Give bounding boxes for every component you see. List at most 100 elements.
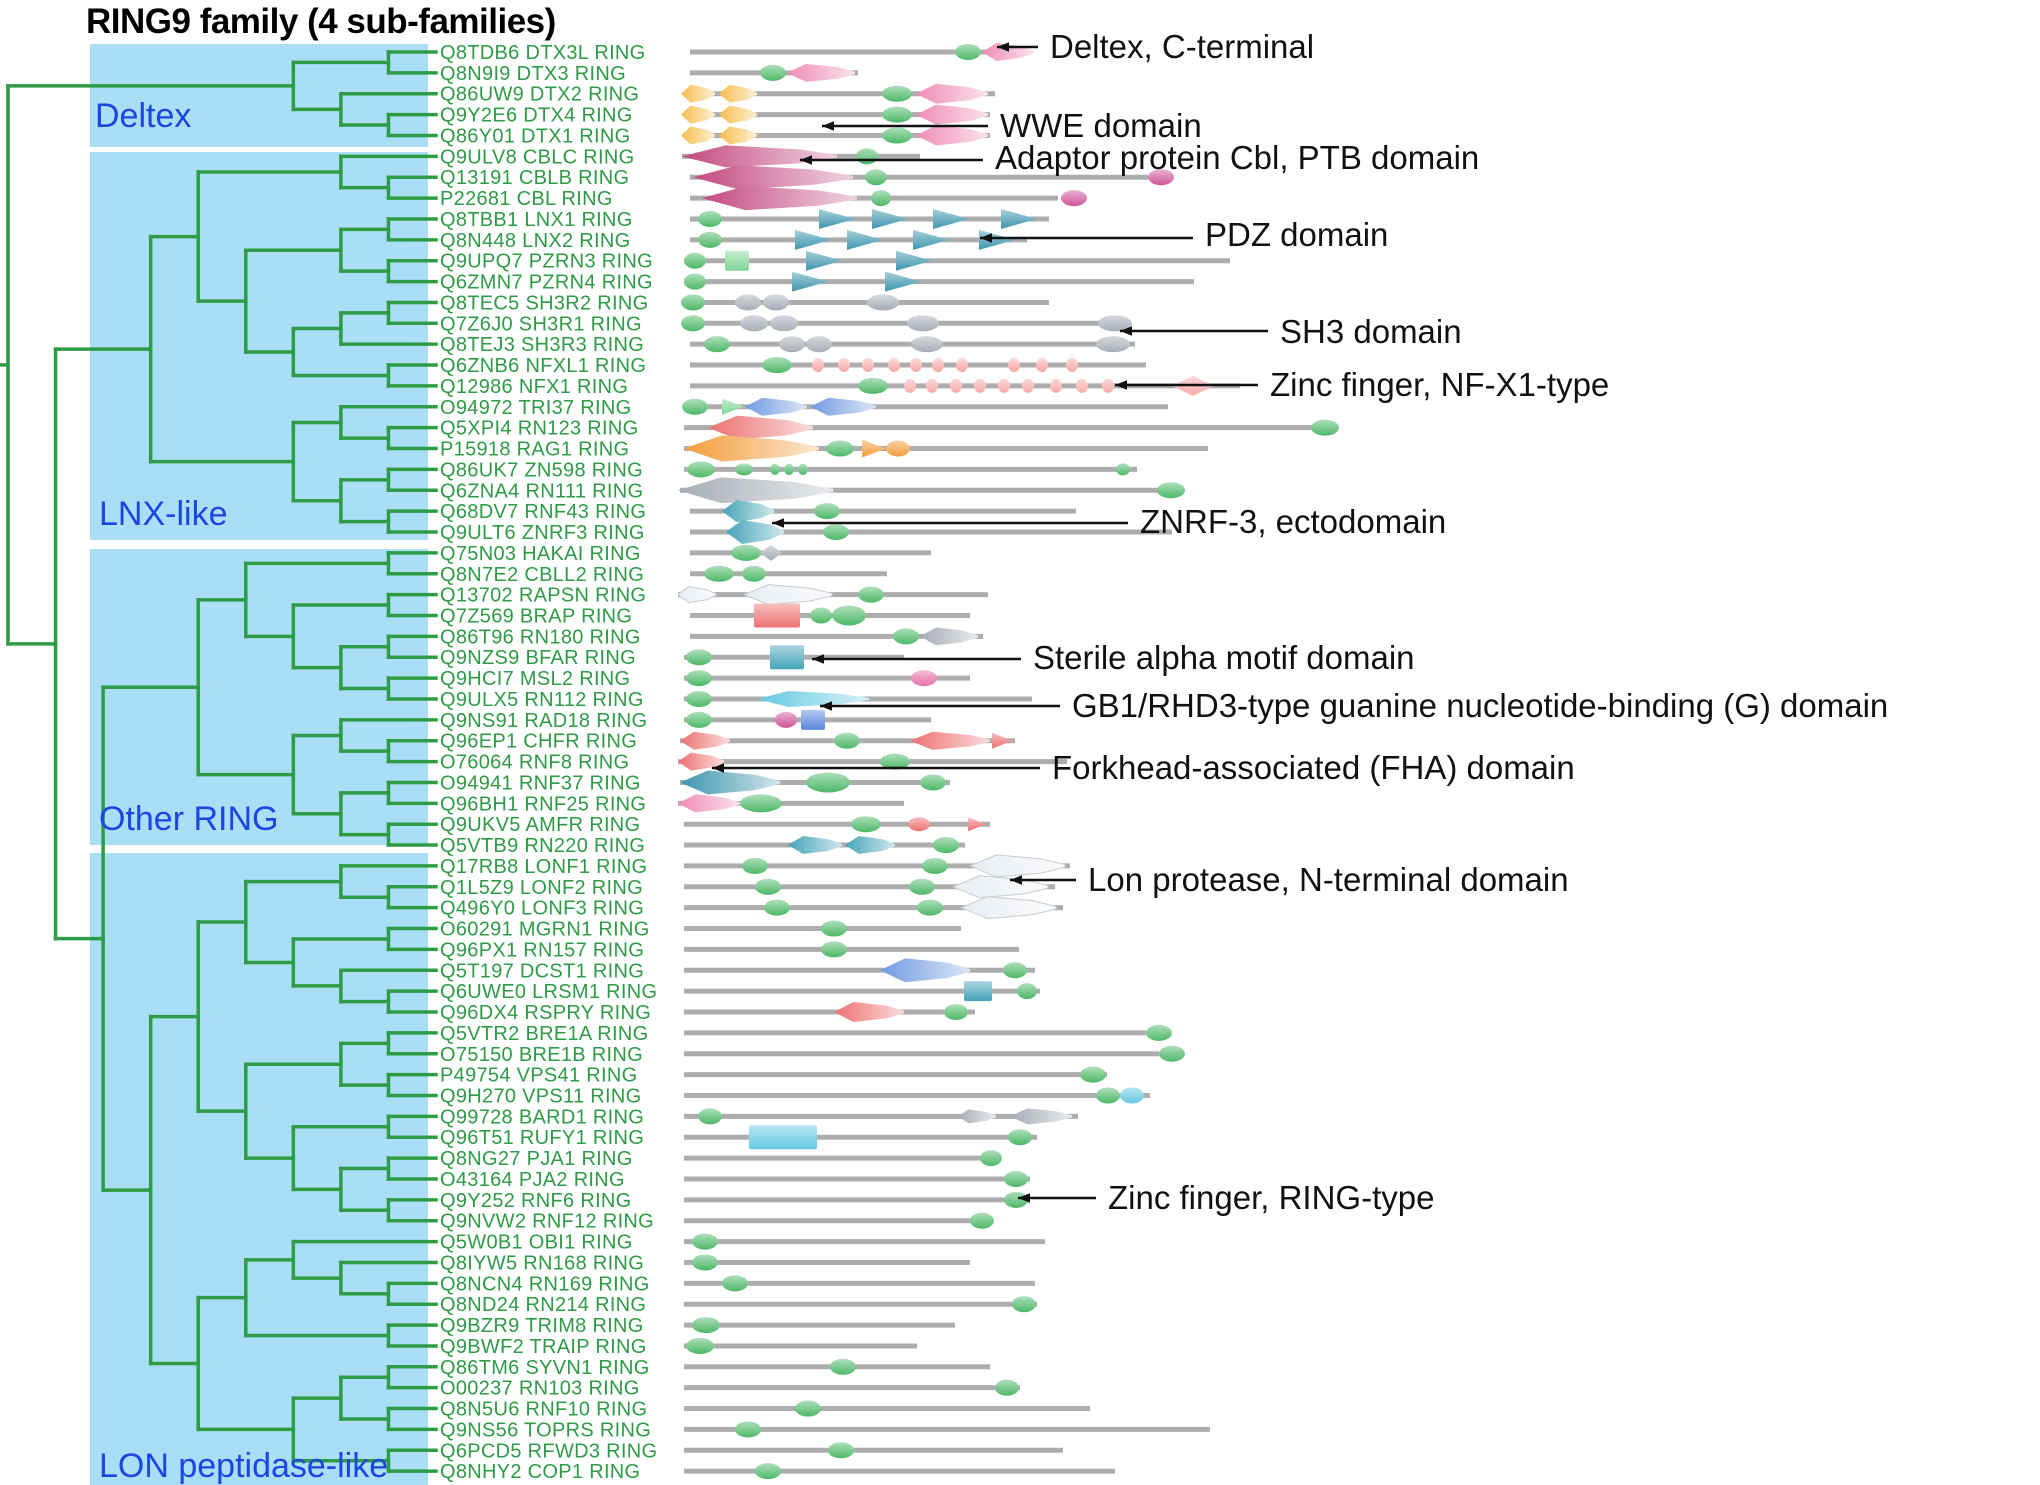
domain-oval [1012,1296,1036,1313]
family-labels: Deltex LNX-like Other RING LON peptidase-li… [95,97,388,1485]
protein-row: Q8N448 LNX2 RING [440,229,1027,252]
protein-label: Q68DV7 RNF43 RING [440,501,646,523]
domain-spindle [742,584,833,606]
protein-row: Q9BWF2 TRAIP RING [440,1336,917,1358]
domain-spindle [959,896,1057,920]
protein-row: Q9ULX5 RN112 RING [440,689,1032,711]
protein-label: Q5VTB9 RN220 RING [440,835,645,857]
protein-row: Q8N5U6 RNF10 RING [440,1399,1090,1421]
domain-spindle [678,794,740,813]
domain-oval [838,358,850,373]
domain-spindle [757,690,869,707]
domain-oval [812,358,824,373]
protein-row: Q13702 RAPSN RING [440,584,988,607]
domain-spindle [916,83,988,104]
domain-oval [851,816,881,833]
domain-oval [821,941,847,958]
domain-tri [722,398,744,415]
domain-oval [865,169,887,186]
domain-tri [913,229,949,250]
family-label-deltex: Deltex [95,97,191,135]
annotation: Sterile alpha motif domain [812,639,1415,676]
domain-oval [684,273,706,290]
protein-row: Q6UWE0 LRSM1 RING [440,981,1040,1003]
protein-row: O60291 MGRN1 RING [440,919,961,941]
domain-diamond [760,544,782,561]
domain-oval [682,398,708,415]
protein-label: Q6PCD5 RFWD3 RING [440,1440,657,1462]
domain-oval [911,670,937,687]
domain-oval [882,106,912,123]
domain-oval [1004,1170,1028,1187]
protein-label: Q8N7E2 CBLL2 RING [440,564,644,586]
domain-oval [681,315,705,332]
domain-oval [1159,1045,1185,1062]
family-label-lon-peptidase-like: LON peptidase-like [99,1447,388,1485]
domain-oval [880,753,910,770]
protein-row: Q68DV7 RNF43 RING [440,500,1076,523]
protein-label: Q9NVW2 RNF12 RING [440,1211,654,1233]
protein-label: Q9ULV8 CBLC RING [440,146,635,168]
protein-label: P49754 VPS41 RING [440,1065,637,1087]
protein-label: Q5T197 DCST1 RING [440,960,644,982]
domain-oval [1102,378,1114,393]
protein-label: Q9H270 VPS11 RING [440,1086,642,1108]
domain-spindle [693,165,853,190]
domain-oval [686,649,712,666]
protein-row: Q86UK7 ZN598 RING [440,459,1137,481]
protein-row: Q8N9I9 DTX3 RING [440,63,858,85]
domain-oval [1311,419,1339,436]
protein-label: O75150 BRE1B RING [440,1044,643,1066]
domain-oval [908,817,930,832]
domain-oval [950,378,962,393]
domain-spindle [834,1002,904,1023]
domain-oval [823,524,849,541]
protein-label: P15918 RAG1 RING [440,439,629,461]
domain-oval [692,1233,718,1250]
protein-row: Q99728 BARD1 RING [440,1106,1078,1128]
domain-oval [704,565,734,582]
protein-label: Q9NS91 RAD18 RING [440,710,647,732]
annotation-label: WWE domain [1000,107,1202,144]
domain-spindle [910,731,990,750]
protein-row: Q96BH1 RNF25 RING [440,793,904,815]
domain-oval [1120,1087,1144,1104]
domain-spindle [681,126,715,145]
family-boxes [90,44,428,1485]
domain-oval [1036,358,1048,373]
domain-spindle [702,186,857,211]
domain-oval [779,336,805,353]
domain-oval [722,1275,748,1292]
domain-oval [998,378,1010,393]
domain-oval [858,377,888,394]
domain-oval [1096,336,1130,353]
protein-label: P22681 CBL RING [440,188,613,210]
family-box-other-ring [90,549,428,845]
domain-oval [1008,358,1020,373]
domain-spindle [920,627,978,646]
protein-row: Q86T96 RN180 RING [440,626,983,648]
protein-label: Q86T96 RN180 RING [440,626,641,648]
annotation: SH3 domain [1120,313,1462,350]
domain-oval [806,772,850,793]
domain-oval [1050,378,1062,393]
protein-label: O43164 PJA2 RING [440,1169,625,1191]
domain-tri [872,208,908,229]
domain-oval [686,670,712,687]
domain-oval [742,565,766,582]
domain-tri [806,250,842,271]
protein-row: Q8NG27 PJA1 RING [440,1148,1002,1170]
protein-row: Q9NS91 RAD18 RING [440,709,931,732]
annotation-label: Sterile alpha motif domain [1033,639,1415,676]
protein-label: Q7Z569 BRAP RING [440,605,632,627]
domain-oval [828,1442,854,1459]
domain-spindle [810,397,876,416]
family-box-lnx-like [90,152,428,540]
domain-spindle [677,586,717,604]
annotation: Adaptor protein Cbl, PTB domain [800,139,1479,176]
domain-spindle [726,520,784,545]
domain-oval [944,1004,968,1021]
domain-oval [806,336,832,353]
